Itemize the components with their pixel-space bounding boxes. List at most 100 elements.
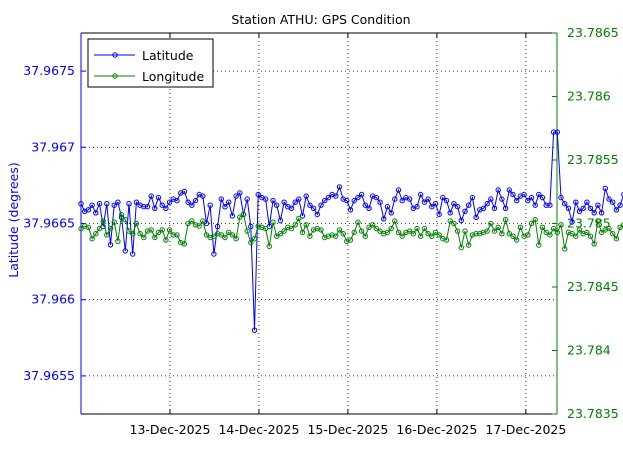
data-point [211, 233, 217, 239]
data-point [78, 225, 84, 232]
data-point [226, 229, 232, 236]
data-point [569, 219, 575, 225]
series-line-latitude [80, 131, 623, 331]
data-point [93, 210, 99, 216]
data-point [292, 199, 298, 205]
data-point [539, 224, 546, 231]
data-point [414, 204, 420, 210]
data-point [100, 218, 106, 224]
y-left-tick-label: 37.9665 [23, 216, 75, 231]
data-point [96, 201, 103, 207]
data-point [373, 225, 380, 232]
data-point [351, 229, 357, 236]
series-longitude [78, 211, 623, 252]
data-point [159, 227, 165, 233]
data-point [296, 196, 302, 202]
data-point [418, 191, 424, 198]
data-point [222, 204, 228, 210]
data-point [458, 244, 464, 251]
data-point [144, 204, 151, 210]
data-point [558, 222, 564, 228]
data-point [598, 210, 605, 216]
data-point [214, 223, 221, 230]
data-point [547, 202, 553, 208]
data-point [506, 187, 512, 193]
data-point [388, 225, 394, 232]
data-point [554, 229, 560, 236]
data-point [488, 196, 494, 202]
data-point [133, 199, 140, 205]
data-point [617, 202, 623, 208]
data-point [288, 205, 295, 212]
data-point [166, 199, 173, 205]
data-point [270, 197, 276, 204]
data-point [462, 228, 468, 234]
data-point [155, 194, 162, 201]
data-point [573, 199, 579, 205]
data-point [362, 202, 368, 208]
data-point [181, 188, 188, 195]
data-point [536, 242, 542, 248]
data-point [207, 202, 213, 208]
legend-marker [112, 52, 118, 58]
data-point [237, 214, 243, 220]
data-point [510, 233, 516, 239]
data-point [355, 194, 361, 201]
data-point [432, 201, 439, 207]
legend-label: Latitude [142, 48, 194, 63]
y-left-tick-label: 37.9655 [23, 368, 75, 383]
chart-title: Station ATHU: GPS Condition [231, 12, 410, 27]
data-point [310, 205, 317, 212]
data-point [429, 204, 435, 210]
data-point [587, 205, 594, 212]
data-point [502, 217, 509, 223]
data-point [277, 231, 284, 237]
data-point [525, 197, 531, 204]
y-left-tick-label: 37.967 [31, 139, 75, 154]
data-point [318, 202, 324, 208]
data-point [491, 228, 498, 234]
data-point [610, 231, 616, 237]
data-point [262, 225, 269, 232]
data-point [484, 201, 490, 207]
data-point [266, 243, 272, 250]
data-point [576, 208, 583, 215]
data-point [104, 201, 110, 207]
data-point [159, 202, 165, 208]
data-point [528, 194, 535, 201]
data-point [115, 238, 121, 245]
data-point [185, 220, 191, 227]
data-point [148, 193, 154, 199]
data-point [170, 232, 177, 238]
data-point [111, 202, 117, 208]
data-point [432, 229, 439, 236]
legend-marker [112, 73, 118, 79]
data-point [333, 233, 339, 239]
x-axis-ticks: 13-Dec-2025 14-Dec-2025 15-Dec-2025 16-Dec-… [130, 33, 566, 437]
data-point [288, 225, 295, 232]
data-point [502, 205, 509, 212]
data-point [318, 227, 324, 233]
data-point [536, 191, 542, 198]
data-point [613, 236, 620, 242]
legend-box [87, 38, 214, 88]
data-point [181, 241, 188, 247]
data-point [336, 227, 343, 233]
data-point [222, 234, 228, 241]
data-point [370, 222, 376, 228]
y-right-tick-label: 23.7865 [567, 25, 619, 40]
data-point [93, 231, 99, 237]
data-point [274, 233, 280, 239]
data-point [528, 220, 535, 227]
data-point [126, 228, 132, 234]
data-point [163, 205, 169, 212]
data-point [384, 204, 391, 210]
data-point [429, 233, 435, 239]
data-point [347, 237, 354, 243]
data-point [462, 208, 468, 215]
data-point [189, 218, 195, 224]
data-point [550, 225, 557, 232]
data-point [344, 197, 350, 204]
data-point [89, 236, 95, 242]
